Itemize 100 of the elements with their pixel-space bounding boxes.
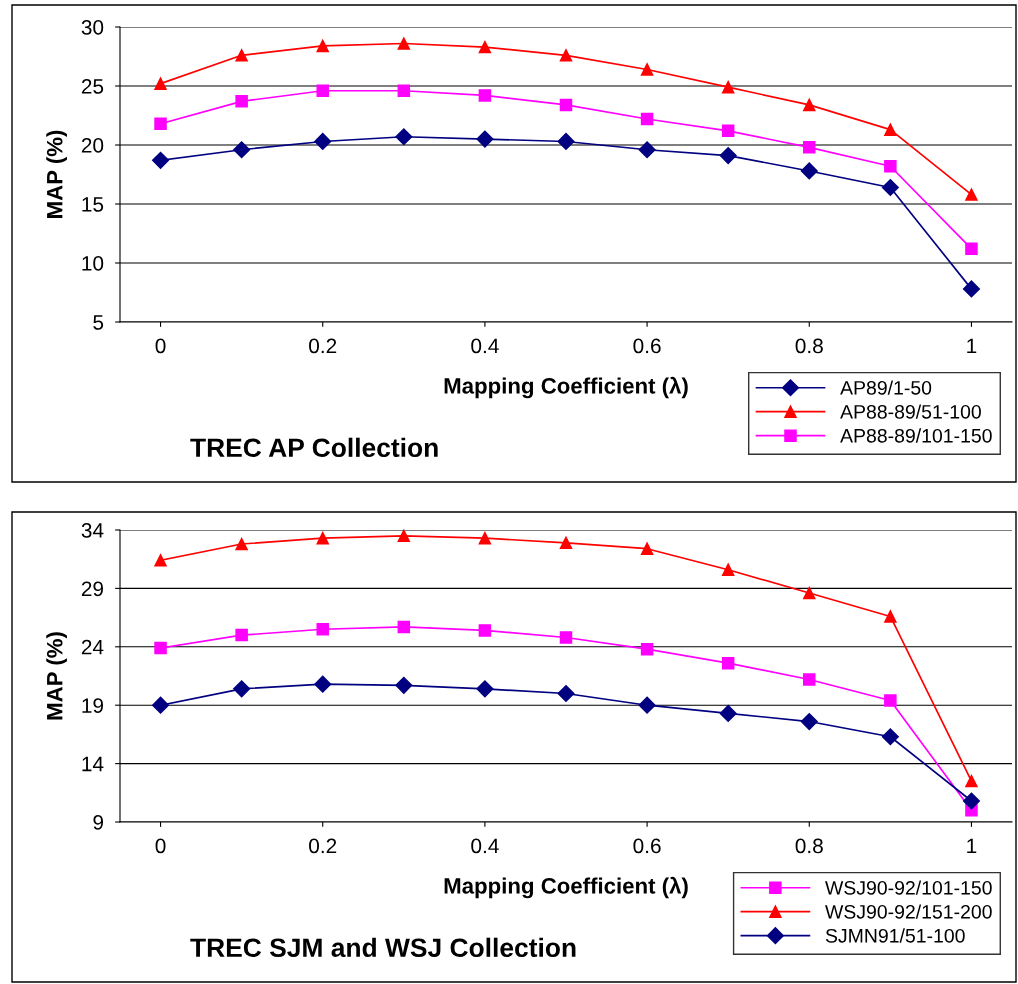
point bbox=[884, 610, 897, 623]
point bbox=[721, 563, 735, 576]
point bbox=[316, 39, 329, 53]
x-tick-label: 0.2 bbox=[309, 338, 337, 354]
point bbox=[316, 623, 329, 636]
legend-label: WSJ90-92/151-200 bbox=[825, 904, 992, 919]
point bbox=[719, 704, 737, 722]
point bbox=[962, 792, 981, 810]
x-tick-label: 0.4 bbox=[471, 338, 499, 354]
point bbox=[235, 49, 248, 62]
x-tick-label: 0.6 bbox=[633, 338, 661, 354]
point bbox=[638, 696, 656, 714]
point bbox=[233, 680, 251, 698]
point bbox=[640, 63, 654, 76]
point bbox=[397, 529, 411, 543]
legend-label: AP88-89/51-100 bbox=[840, 404, 981, 419]
point bbox=[316, 531, 329, 545]
x-tick-label: 1 bbox=[967, 338, 977, 354]
y-tick-label: 20 bbox=[81, 138, 104, 153]
point bbox=[233, 141, 251, 159]
point bbox=[962, 280, 981, 298]
y-tick-label: 9 bbox=[93, 815, 104, 830]
y-tick-label: 15 bbox=[82, 197, 104, 212]
point bbox=[235, 537, 248, 551]
legend-label: SJMN91/51-100 bbox=[825, 928, 965, 943]
point bbox=[316, 84, 329, 97]
x-tick-label: 0 bbox=[155, 338, 166, 354]
text: TREC SJM and WSJ Collection bbox=[190, 937, 576, 958]
point bbox=[803, 586, 816, 600]
x-tick-label: 0.8 bbox=[795, 338, 823, 354]
point bbox=[478, 531, 492, 545]
x-tick-label: 0.6 bbox=[633, 838, 661, 854]
point bbox=[719, 147, 737, 165]
point bbox=[803, 98, 816, 112]
point bbox=[478, 624, 492, 637]
point bbox=[476, 680, 494, 698]
point bbox=[965, 242, 978, 256]
point bbox=[478, 40, 492, 54]
point bbox=[154, 554, 167, 567]
point bbox=[397, 84, 411, 97]
point bbox=[559, 49, 573, 62]
y-tick-label: 14 bbox=[82, 756, 104, 772]
point bbox=[559, 98, 573, 112]
point bbox=[235, 628, 248, 642]
y-axis-title: MAP (%) bbox=[46, 632, 67, 720]
point bbox=[314, 675, 332, 693]
x-tick-label: 0.2 bbox=[309, 838, 337, 854]
x-tick-label: 0 bbox=[155, 838, 166, 854]
point bbox=[478, 89, 492, 102]
point bbox=[640, 542, 654, 555]
x-axis-title: Mapping Coefficient (λ) bbox=[444, 876, 688, 899]
legend-label: AP88-89/101-150 bbox=[840, 428, 992, 443]
point bbox=[151, 151, 170, 169]
point bbox=[397, 37, 411, 50]
point bbox=[881, 728, 899, 746]
point bbox=[559, 536, 573, 550]
legend-label: WSJ90-92/101-150 bbox=[825, 880, 992, 895]
point bbox=[884, 123, 897, 136]
point bbox=[803, 141, 816, 154]
point bbox=[154, 117, 167, 131]
point bbox=[965, 188, 978, 201]
point bbox=[800, 712, 818, 731]
x-axis-title: Mapping Coefficient (λ) bbox=[444, 376, 688, 399]
point bbox=[803, 673, 816, 686]
legend-label: AP89/1-50 bbox=[840, 380, 932, 395]
point bbox=[721, 656, 735, 670]
point bbox=[476, 130, 494, 148]
point bbox=[721, 124, 735, 138]
point bbox=[640, 642, 654, 656]
y-tick-label: 30 bbox=[81, 20, 104, 35]
point bbox=[235, 95, 248, 108]
point bbox=[397, 620, 411, 634]
point bbox=[884, 694, 897, 707]
point bbox=[638, 141, 656, 159]
point bbox=[965, 774, 978, 788]
point bbox=[881, 178, 899, 197]
x-tick-label: 1 bbox=[967, 838, 977, 854]
point bbox=[395, 676, 413, 694]
x-tick-label: 0.4 bbox=[471, 838, 499, 854]
y-tick-label: 5 bbox=[93, 315, 104, 330]
y-axis-title: MAP (%) bbox=[46, 130, 67, 218]
point bbox=[721, 80, 735, 94]
point bbox=[154, 77, 167, 90]
y-tick-label: 24 bbox=[81, 639, 104, 655]
point bbox=[557, 684, 575, 703]
point bbox=[884, 159, 897, 173]
point bbox=[395, 128, 413, 146]
y-tick-label: 25 bbox=[81, 79, 104, 94]
point bbox=[800, 162, 818, 180]
point bbox=[557, 132, 575, 151]
point bbox=[154, 641, 167, 655]
text: TREC AP Collection bbox=[190, 437, 438, 458]
y-tick-label: 29 bbox=[81, 581, 104, 597]
point bbox=[559, 631, 573, 644]
point bbox=[640, 112, 654, 126]
y-tick-label: 34 bbox=[81, 523, 104, 538]
y-tick-label: 19 bbox=[82, 698, 104, 713]
point bbox=[151, 696, 170, 714]
x-tick-label: 0.8 bbox=[795, 838, 823, 854]
point bbox=[314, 132, 332, 151]
